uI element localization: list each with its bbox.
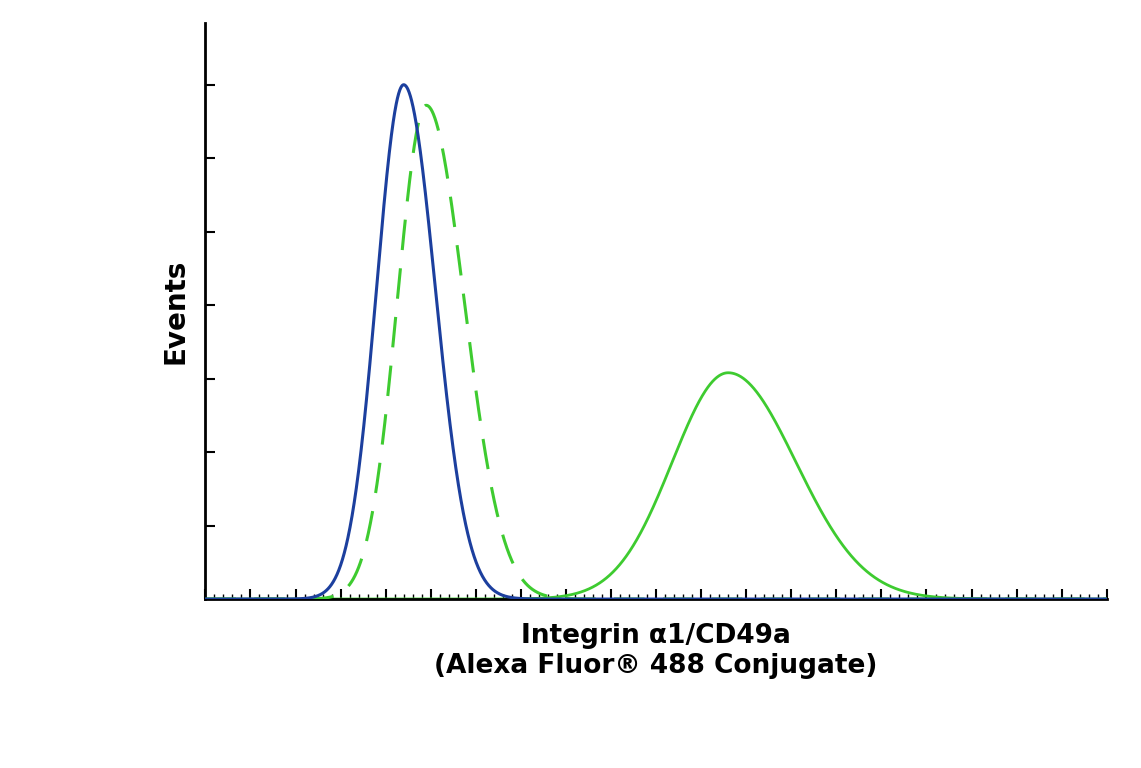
Y-axis label: Events: Events (161, 258, 189, 364)
X-axis label: Integrin α1/CD49a
(Alexa Fluor® 488 Conjugate): Integrin α1/CD49a (Alexa Fluor® 488 Conj… (435, 624, 877, 680)
